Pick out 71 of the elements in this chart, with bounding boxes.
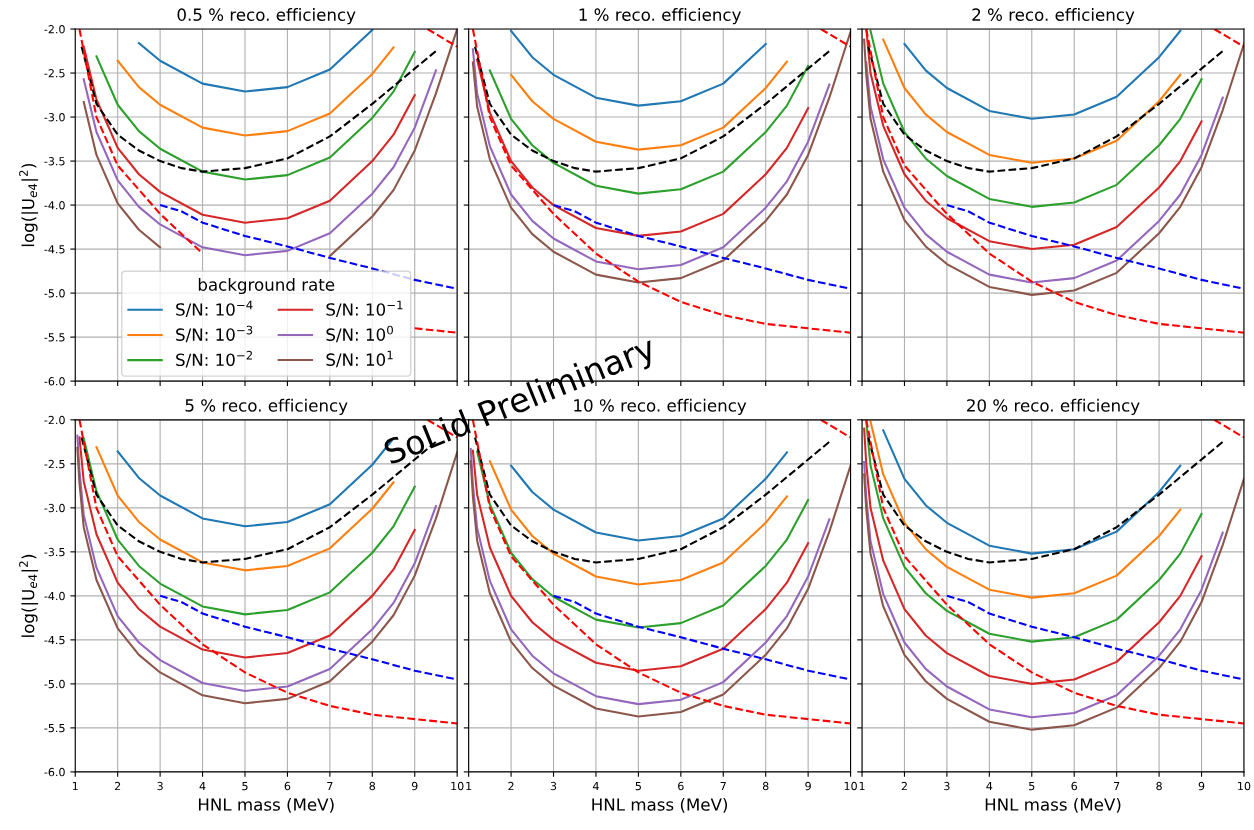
chart-title: 1 % reco. efficiency xyxy=(579,8,741,25)
y-tick-label: -6.0 xyxy=(44,377,65,386)
y-axis-title: log(|U$_{e4}$|$^{2}$) xyxy=(19,164,39,247)
x-axis-title: HNL mass (MeV) xyxy=(592,797,728,813)
x-tick-label: 4 xyxy=(592,781,599,791)
chart-title: 20 % reco. efficiency xyxy=(967,398,1140,415)
x-tick-label: 6 xyxy=(284,781,291,791)
x-tick-label: 7 xyxy=(720,781,726,791)
x-tick-label: 6 xyxy=(1071,781,1078,791)
x-tick-label: 4 xyxy=(986,781,993,791)
y-tick-label: -3.5 xyxy=(44,547,65,557)
line-series xyxy=(82,45,416,224)
x-tick-label: 7 xyxy=(327,781,333,791)
x-tick-label: 1 xyxy=(72,781,78,791)
y-tick-label: -5.5 xyxy=(44,724,65,733)
x-tick-label: 2 xyxy=(114,781,121,791)
legend-label: S/N: 10$^{−4}$ xyxy=(176,300,253,318)
x-tick-label: 5 xyxy=(242,781,248,791)
legend-label: S/N: 10$^{−1}$ xyxy=(326,300,403,318)
line-series xyxy=(95,50,416,181)
x-tick-label: 2 xyxy=(508,781,514,791)
x-tick-label: 4 xyxy=(199,781,206,791)
chart-title: 2 % reco. efficiency xyxy=(972,8,1135,25)
x-tick-label: 2 xyxy=(901,781,907,791)
y-tick-label: -4.0 xyxy=(44,591,65,601)
y-tick-label: -2.0 xyxy=(44,415,65,425)
legend-label: S/N: 10$^{0}$ xyxy=(326,325,393,343)
chart-title: 0.5 % reco. efficiency xyxy=(177,8,356,25)
x-tick-label: 10 xyxy=(844,781,857,791)
y-tick-label: -3.0 xyxy=(44,113,65,122)
line-series xyxy=(82,69,437,257)
y-tick-label: -4.0 xyxy=(44,201,65,210)
line-series xyxy=(137,29,374,93)
y-tick-label: -4.5 xyxy=(44,636,65,645)
y-tick-label: -5.0 xyxy=(44,289,65,298)
y-tick-label: -5.5 xyxy=(44,333,65,342)
line-series xyxy=(80,45,437,173)
y-tick-label: -4.5 xyxy=(44,245,65,254)
y-tick-label: -5.0 xyxy=(44,679,65,689)
x-tick-label: 9 xyxy=(805,781,811,791)
x-tick-label: 8 xyxy=(369,781,376,791)
x-tick-label: 10 xyxy=(1238,781,1251,791)
x-tick-label: 9 xyxy=(1198,781,1205,791)
x-tick-label: 9 xyxy=(411,781,418,791)
legend-label: S/N: 10$^{1}$ xyxy=(326,350,393,368)
y-tick-label: -3.5 xyxy=(44,157,65,166)
line-series xyxy=(116,46,395,137)
x-tick-label: 6 xyxy=(678,781,684,791)
y-tick-label: -2.0 xyxy=(44,25,65,34)
y-tick-label: -2.5 xyxy=(44,69,65,78)
x-axis-title: HNL mass (MeV) xyxy=(198,797,334,813)
x-tick-label: 3 xyxy=(157,781,163,791)
y-tick-label: -6.0 xyxy=(44,767,65,777)
y-tick-label: -2.5 xyxy=(44,459,65,469)
x-tick-label: 5 xyxy=(1029,781,1035,791)
legend-label: S/N: 10$^{−3}$ xyxy=(176,325,253,343)
legend-label: S/N: 10$^{−2}$ xyxy=(176,350,253,368)
x-tick-label: 10 xyxy=(451,781,464,791)
x-axis-title: HNL mass (MeV) xyxy=(985,797,1121,813)
x-tick-label: 7 xyxy=(1114,781,1120,791)
x-tick-label: 1 xyxy=(859,781,865,791)
x-tick-label: 3 xyxy=(550,781,557,791)
y-axis-title: log(|U$_{e4}$|$^{2}$) xyxy=(19,554,39,637)
legend-title: background rate xyxy=(198,277,335,295)
chart-title: 5 % reco. efficiency xyxy=(185,398,348,415)
x-tick-label: 8 xyxy=(762,781,769,791)
x-tick-label: 3 xyxy=(944,781,950,791)
x-tick-label: 1 xyxy=(466,781,472,791)
x-tick-label: 5 xyxy=(635,781,641,791)
x-tick-label: 8 xyxy=(1156,781,1162,791)
y-tick-label: -3.0 xyxy=(44,503,65,513)
